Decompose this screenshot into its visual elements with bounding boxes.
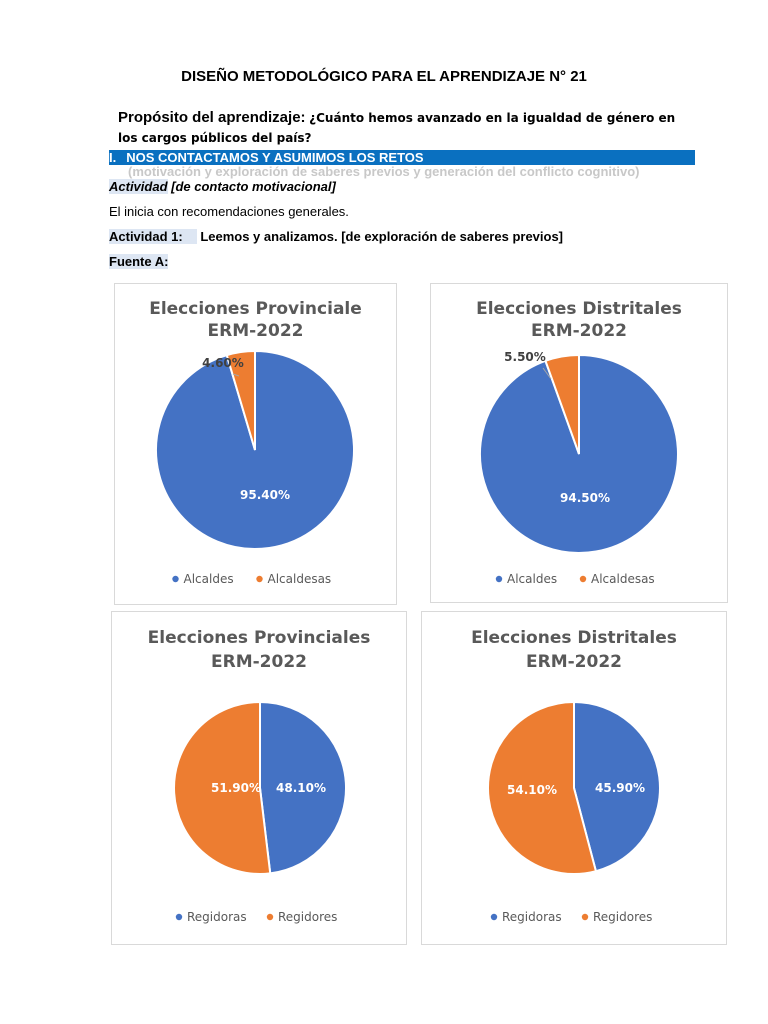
data-label: 51.90%	[211, 781, 261, 795]
pie-slice-alcaldesas	[544, 353, 580, 455]
legend-marker	[490, 913, 498, 921]
legend-label: Regidores	[593, 910, 652, 924]
activity-contact-text: [de contacto motivacional]	[171, 179, 336, 194]
chart-svg: Elecciones Distritales ERM-2022 45.90% 54.1…	[471, 628, 677, 924]
chart-subtitle: ERM-2022	[208, 321, 304, 341]
chart-subtitle: ERM-2022	[211, 652, 307, 672]
pie-slice-alcaldes	[479, 353, 679, 554]
legend-label: Regidores	[278, 910, 337, 924]
section-number: I.	[109, 150, 117, 165]
data-label: 4.60%	[202, 356, 244, 370]
data-label: 5.50%	[504, 350, 546, 364]
data-label: 94.50%	[560, 491, 610, 505]
chart-title: Elecciones Provinciale	[149, 299, 362, 319]
legend-marker	[266, 913, 274, 921]
legend-label: Alcaldesas	[591, 572, 655, 586]
source-label: Fuente A:	[109, 254, 169, 269]
activity-1-label: Actividad 1:	[109, 229, 197, 244]
pie-chart-provincial-councilors: Elecciones Provinciales ERM-2022 48.10% 51.…	[111, 611, 407, 945]
activity-contact-label: Actividad	[109, 179, 168, 194]
pie-slice-regidoras	[259, 700, 347, 875]
pie-chart-district-councilors: Elecciones Distritales ERM-2022 45.90% 54.1…	[421, 611, 727, 945]
leader-line	[542, 367, 552, 380]
legend-label: Alcaldes	[184, 572, 234, 586]
pie-chart-provincial-mayors: Elecciones Provinciale ERM-2022 95.40% 4.60…	[114, 283, 397, 605]
chart-svg: Elecciones Provinciales ERM-2022 48.10% 51.…	[148, 628, 371, 924]
legend-marker	[581, 913, 589, 921]
legend-marker	[172, 575, 179, 583]
activity-1-text: Leemos y analizamos. [de exploración de …	[200, 229, 564, 244]
purpose-text: ¿Cuánto hemos avanzado en la igualdad de…	[118, 111, 676, 145]
intro-paragraph: El inicia con recomendaciones generales.	[109, 204, 349, 219]
data-label: 54.10%	[507, 783, 557, 797]
data-label: 95.40%	[240, 488, 290, 502]
section-note: (motivación y exploración de saberes pre…	[128, 164, 640, 179]
purpose-label: Propósito del aprendizaje:	[118, 109, 306, 126]
legend-label: Alcaldesas	[268, 572, 332, 586]
leader-line	[232, 373, 240, 377]
pie-chart-district-mayors: Elecciones Distritales ERM-2022 94.50% 5.50…	[430, 283, 728, 603]
legend-label: Alcaldes	[507, 572, 557, 586]
legend-marker	[579, 575, 587, 583]
section-title: NOS CONTACTAMOS Y ASUMIMOS LOS RETOS	[126, 150, 424, 165]
purpose-block: Propósito del aprendizaje: ¿Cuánto hemos…	[118, 108, 698, 148]
section-heading: I. NOS CONTACTAMOS Y ASUMIMOS LOS RETOS	[109, 150, 695, 165]
page-title: DISEÑO METODOLÓGICO PARA EL APRENDIZAJE …	[181, 68, 587, 85]
legend-marker	[175, 913, 183, 921]
activity-1: Actividad 1: Leemos y analizamos. [de ex…	[109, 229, 563, 244]
data-label: 45.90%	[595, 781, 645, 795]
pie-slice-regidores	[487, 700, 598, 875]
legend-marker	[495, 575, 503, 583]
chart-subtitle: ERM-2022	[531, 321, 627, 341]
pie-slice-alcaldesas	[225, 349, 256, 451]
data-label: 48.10%	[276, 781, 326, 795]
pie-slice-regidores	[173, 700, 272, 875]
chart-title: Elecciones Distritales	[476, 299, 682, 319]
activity-contact: Actividad [de contacto motivacional]	[109, 179, 336, 194]
chart-subtitle: ERM-2022	[526, 652, 622, 672]
chart-title: Elecciones Provinciales	[148, 628, 371, 648]
pie-slice-regidoras	[573, 700, 661, 873]
legend-label: Regidoras	[502, 910, 562, 924]
chart-title: Elecciones Distritales	[471, 628, 677, 648]
legend-label: Regidoras	[187, 910, 247, 924]
legend-marker	[256, 575, 263, 583]
